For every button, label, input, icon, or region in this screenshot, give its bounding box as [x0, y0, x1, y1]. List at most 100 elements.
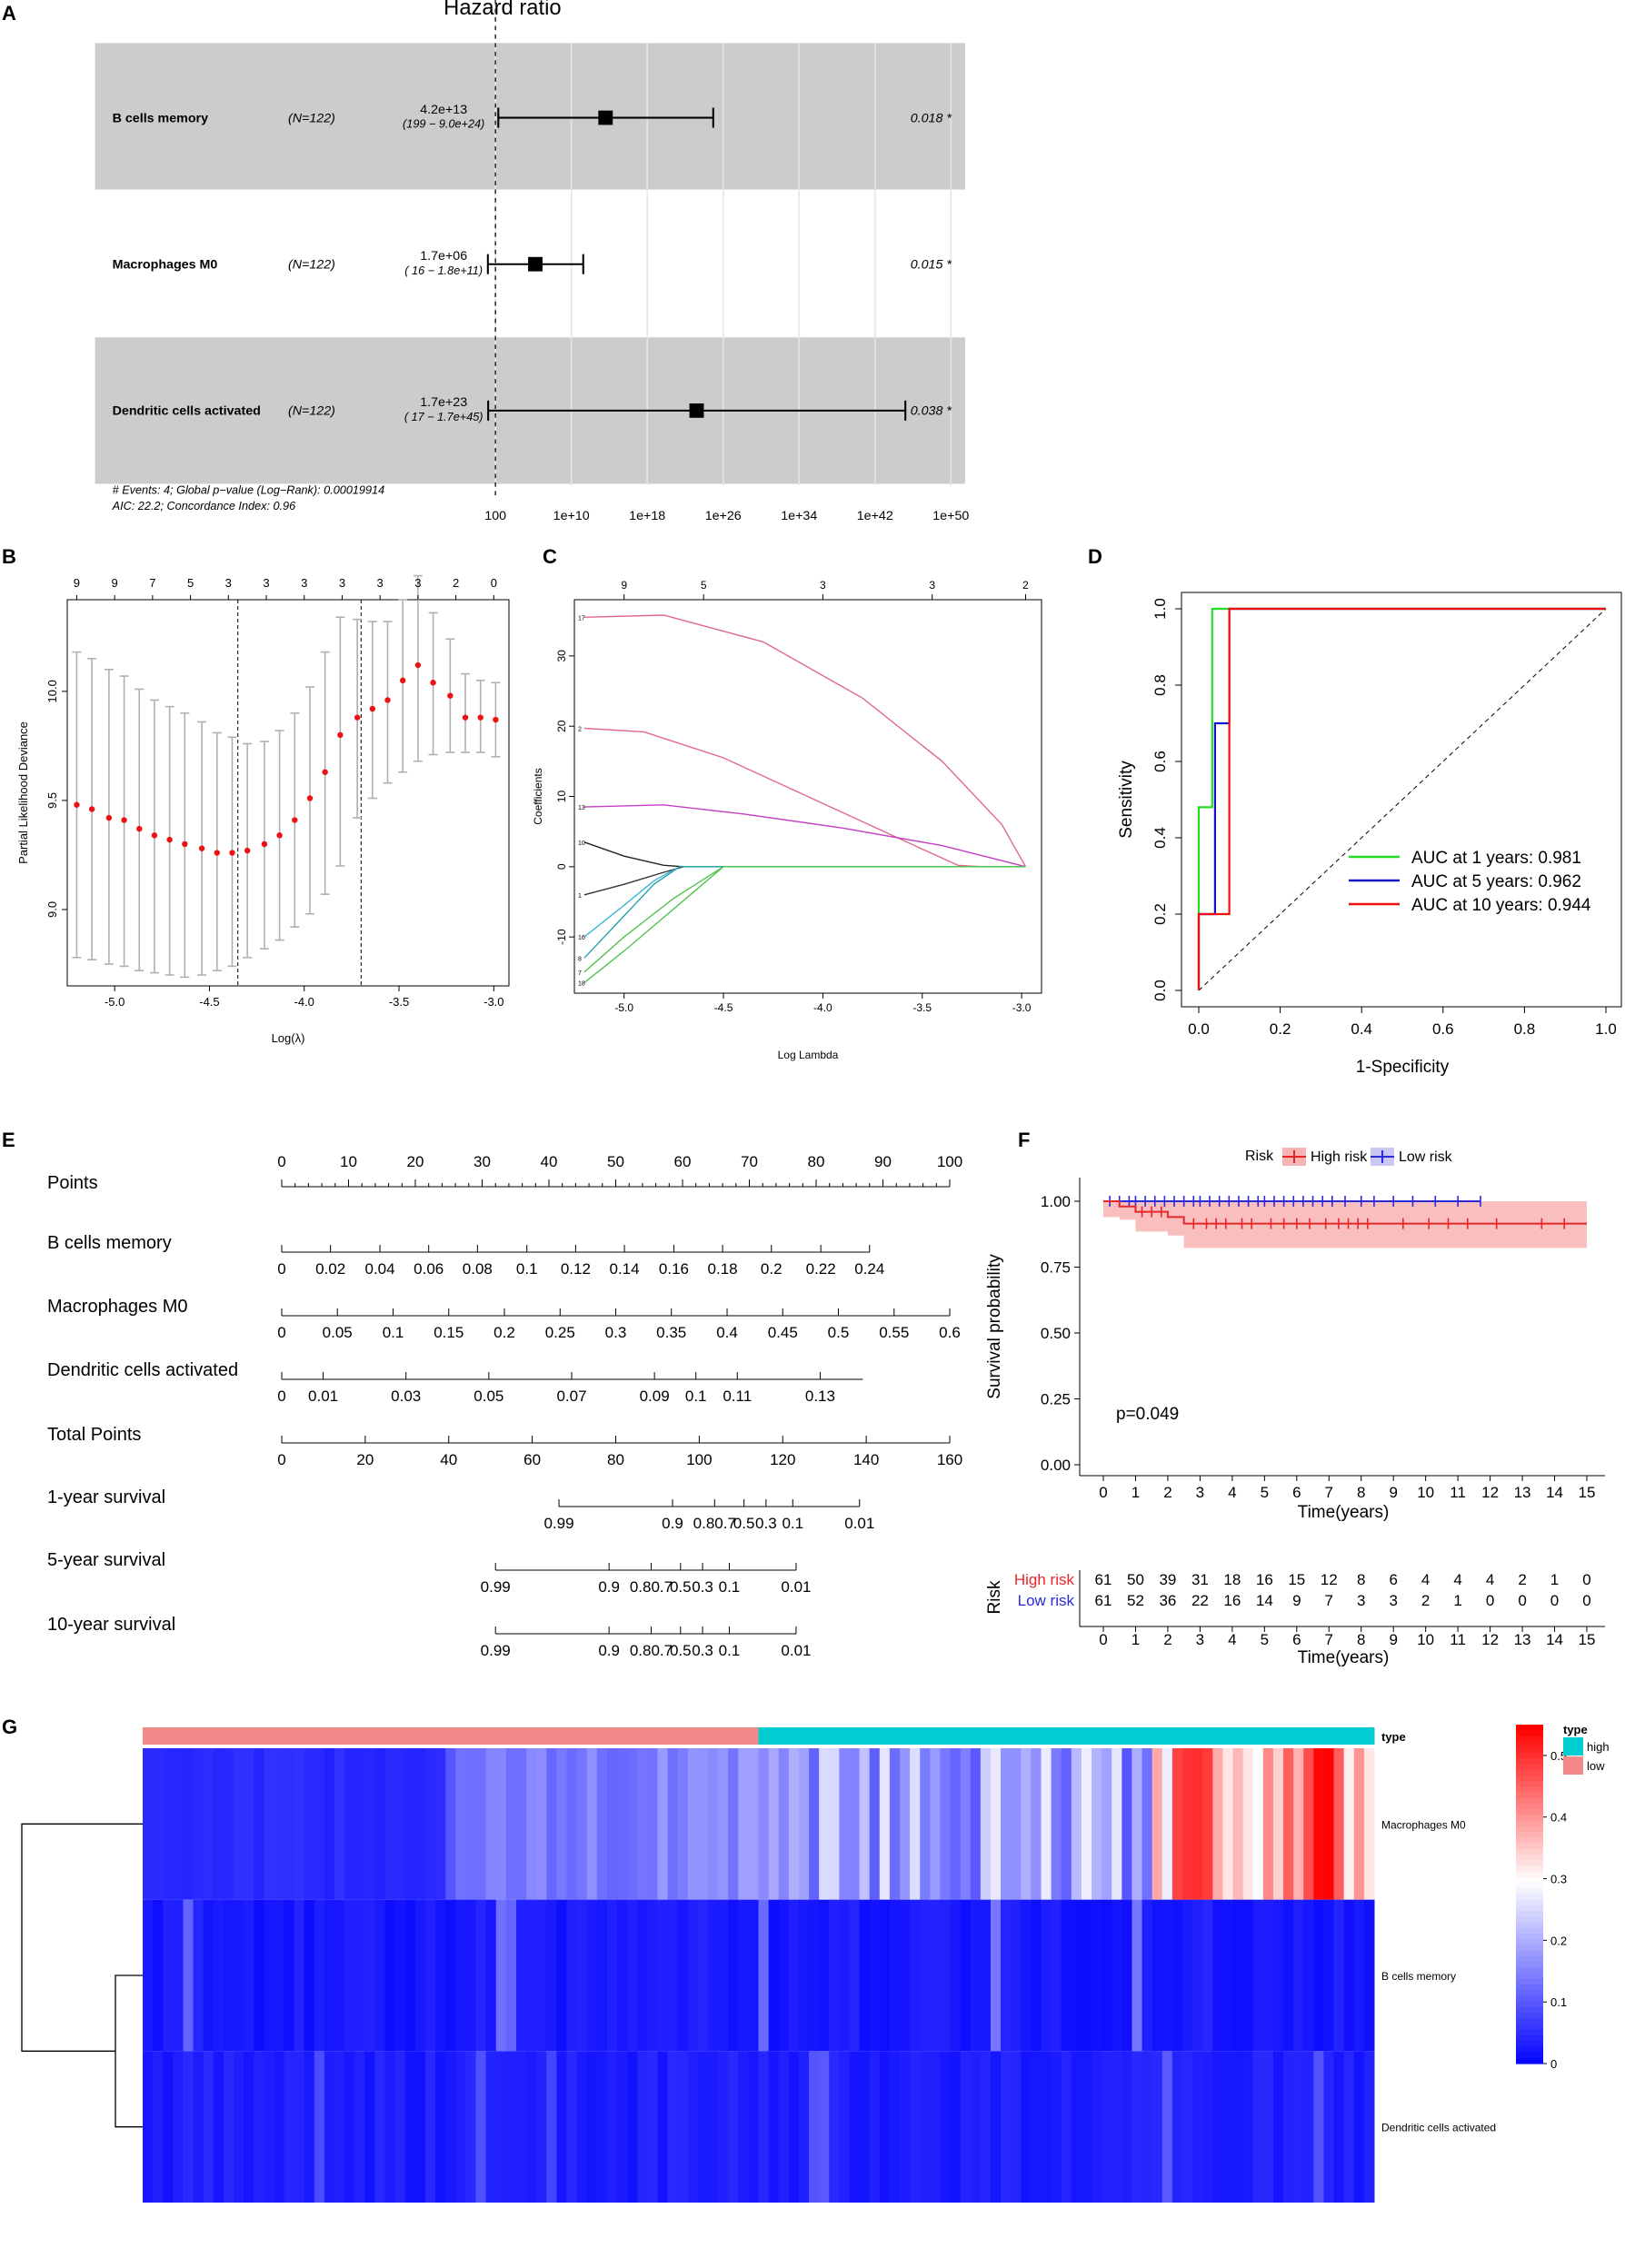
heatmap-cell	[1202, 1748, 1213, 1900]
nomogram-tick-label: 60	[674, 1153, 692, 1170]
forest-row-hr: 4.2e+13	[420, 103, 467, 117]
risk-x-axis-title: Time(years)	[1298, 1648, 1390, 1667]
nomogram-tick-label: 0.11	[723, 1388, 752, 1405]
colorbar-step	[1516, 2057, 1543, 2064]
colorbar-step	[1516, 1927, 1543, 1935]
deviance-point	[369, 705, 376, 712]
top-count: 5	[701, 579, 707, 592]
risk-count-high: 1	[1550, 1571, 1559, 1588]
nomogram-tick-label: 140	[853, 1451, 879, 1468]
heatmap-cell	[354, 1748, 365, 1900]
heatmap-cell	[404, 1748, 416, 1900]
annotation-cell	[596, 1727, 608, 1745]
heatmap-cell	[819, 1748, 830, 1900]
nomogram-tick-label: 0.35	[656, 1324, 686, 1341]
nomogram-tick-label: 0	[277, 1260, 285, 1278]
heatmap-cell	[1112, 1748, 1122, 1900]
annotation-cell	[394, 1727, 406, 1745]
heatmap-cell	[950, 2051, 962, 2203]
nomogram-tick-label: 0.5	[828, 1324, 850, 1341]
forest-row-name: B cells memory	[113, 111, 208, 125]
annotation-cell	[697, 1727, 709, 1745]
heatmap-cell	[485, 1899, 497, 2052]
risk-count-low: 14	[1256, 1592, 1273, 1609]
risk-count-low: 0	[1518, 1592, 1526, 1609]
annotation-cell	[758, 1727, 770, 1745]
heatmap-cell	[1031, 1899, 1042, 2052]
panel-label-f: F	[1018, 1129, 1030, 1151]
heatmap-cell	[1343, 1748, 1355, 1900]
heatmap-cell	[990, 1748, 1002, 1900]
y-tick-label: 30	[555, 650, 568, 662]
heatmap-cell	[193, 1899, 204, 2052]
heatmap-cell	[364, 1748, 375, 1900]
nomogram-tick-label: 0.1	[383, 1324, 404, 1341]
heatmap-cell	[505, 1748, 517, 1900]
heatmap-cell	[223, 1748, 234, 1900]
nomogram-row-label: Points	[47, 1173, 98, 1193]
heatmap-cell	[1171, 2051, 1183, 2203]
heatmap-cell	[1151, 1748, 1163, 1900]
nomogram-tick-label: 0.1	[685, 1388, 707, 1405]
annotation-cell	[193, 1727, 204, 1745]
heatmap-cell	[1171, 1748, 1183, 1900]
heatmap-cell	[1323, 2051, 1335, 2203]
annotation-cell	[153, 1727, 164, 1745]
top-count: 3	[225, 576, 232, 590]
heatmap-cell	[647, 2051, 658, 2203]
risk-x-tick-label: 1	[1132, 1631, 1140, 1648]
top-count: 2	[453, 576, 459, 590]
deviance-point	[430, 680, 436, 686]
colorbar-step	[1516, 1950, 1543, 1957]
heatmap-cell	[143, 1748, 154, 1900]
annotation-cell	[435, 1727, 446, 1745]
risk-x-tick-label: 3	[1196, 1631, 1204, 1648]
top-count: 0	[491, 576, 497, 590]
heatmap-cell	[445, 1899, 456, 2052]
heatmap-cell	[414, 2051, 426, 2203]
risk-count-low: 22	[1191, 1592, 1209, 1609]
nomogram-row-label: 10-year survival	[47, 1615, 175, 1635]
nomogram-tick-label: 20	[356, 1451, 374, 1468]
heatmap-cell	[1283, 2051, 1294, 2203]
x-tick-label: 0.6	[1432, 1020, 1454, 1038]
nomogram-tick-label: 0.08	[463, 1260, 493, 1278]
nomogram-tick-label: 0	[277, 1451, 285, 1468]
heatmap-cell	[274, 1899, 284, 2052]
annotation-cell	[324, 1727, 335, 1745]
heatmap-cell	[515, 1899, 527, 2052]
annotation-cell	[294, 1727, 305, 1745]
heatmap-cell	[153, 2051, 164, 2203]
forest-estimate	[689, 403, 704, 418]
y-axis-title: Partial Likelihood Deviance	[16, 721, 30, 864]
heatmap-cell	[354, 2051, 365, 2203]
deviance-point	[292, 817, 298, 823]
colorbar-step	[1516, 1955, 1543, 1963]
nomogram-tick-label: 0	[277, 1324, 285, 1341]
colorbar-step	[1516, 1894, 1543, 1901]
legend-title: Risk	[1245, 1149, 1274, 1164]
heatmap-cell	[1272, 2051, 1284, 2203]
heatmap-cell	[143, 2051, 154, 2203]
top-count: 3	[414, 576, 421, 590]
nomogram-tick-label: 0.2	[761, 1260, 783, 1278]
nomogram-tick-label: 10	[340, 1153, 357, 1170]
heatmap-cell	[264, 1899, 274, 2052]
panel-label-e: E	[2, 1129, 15, 1151]
heatmap-cell	[1041, 1748, 1052, 1900]
heatmap-cell	[748, 1899, 759, 2052]
nomogram-tick-label: 0.1	[516, 1260, 538, 1278]
annotation-cell	[1252, 1727, 1264, 1745]
nomogram-tick-label: 0	[277, 1388, 285, 1405]
heatmap-cell	[414, 1899, 426, 2052]
annotation-cell	[707, 1727, 719, 1745]
annotation-cell	[556, 1727, 567, 1745]
heatmap-cell	[677, 1748, 689, 1900]
heatmap-cell	[586, 1748, 598, 1900]
heatmap-cell	[334, 2051, 345, 2203]
heatmap-cell	[1363, 1899, 1375, 2052]
heatmap-cell	[495, 2051, 507, 2203]
x-tick-label: 6	[1292, 1484, 1301, 1501]
heatmap-cell	[657, 1748, 669, 1900]
annotation-cell	[637, 1727, 648, 1745]
